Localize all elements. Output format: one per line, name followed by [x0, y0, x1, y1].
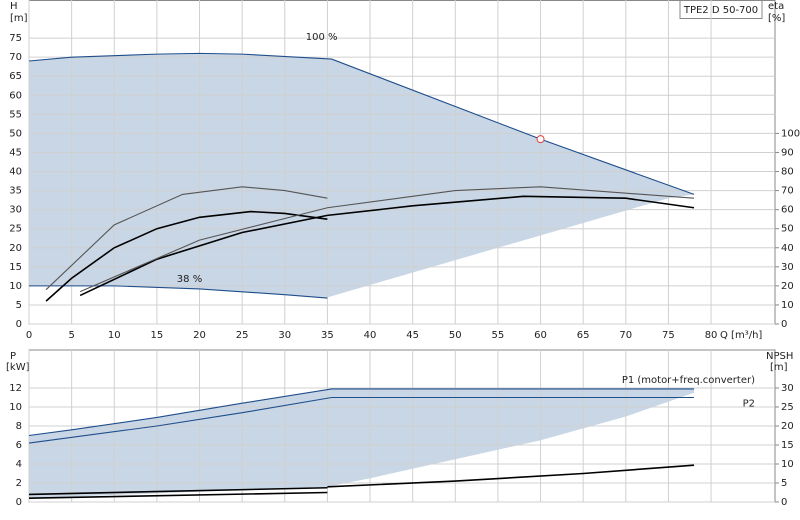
y-tick-label: 5 [16, 300, 22, 311]
y2-tick-label: 70 [781, 186, 794, 197]
curve [327, 464, 695, 488]
y-label: P [10, 351, 16, 362]
y2-tick-label: 30 [781, 383, 794, 394]
y-tick-label: 75 [9, 33, 22, 44]
x-tick-label: 30 [278, 330, 291, 341]
y-tick-label: 8 [16, 421, 22, 432]
y2-tick-label: 30 [781, 262, 794, 273]
x-tick-label: 65 [577, 330, 590, 341]
curve [79, 186, 695, 293]
y-tick-label: 10 [9, 402, 22, 413]
x-tick-label: 60 [534, 330, 547, 341]
x-tick-label: 20 [193, 330, 206, 341]
y2-tick-label: 100 [781, 128, 800, 139]
y-tick-label: 10 [9, 281, 22, 292]
y2-tick-label: 80 [781, 167, 794, 178]
y2-unit: [m] [770, 362, 788, 373]
curve [79, 195, 695, 297]
x-tick-label: 35 [321, 330, 334, 341]
y2-tick-label: 10 [781, 300, 794, 311]
y-tick-label: 35 [9, 186, 22, 197]
y2-label: NPSH [766, 351, 793, 362]
curve [45, 210, 328, 302]
x-tick-label: 0 [26, 330, 32, 341]
x-tick-label: 5 [68, 330, 74, 341]
y-unit: [kW] [6, 362, 30, 373]
y2-tick-label: 40 [781, 243, 794, 254]
curve [45, 186, 328, 291]
y-tick-label: 55 [9, 109, 22, 120]
duty-point [536, 135, 545, 144]
y2-label: eta [768, 1, 784, 12]
y2-tick-label: 0 [781, 497, 787, 508]
curve [28, 486, 328, 496]
x-tick-label: 15 [151, 330, 164, 341]
y-tick-label: 30 [9, 205, 22, 216]
y-tick-label: 0 [16, 497, 22, 508]
y-tick-label: 70 [9, 52, 22, 63]
label-layer: 0510152025303540455055606570750102030405… [9, 32, 800, 508]
x-tick-label: 80 [705, 330, 718, 341]
y2-tick-label: 20 [781, 281, 794, 292]
y-tick-label: 15 [9, 262, 22, 273]
series-label: P1 (motor+freq.converter) [622, 375, 755, 386]
y2-tick-label: 25 [781, 402, 794, 413]
y2-tick-label: 15 [781, 440, 794, 451]
grid-layer [28, 0, 779, 503]
series-label: 100 % [306, 32, 338, 43]
y-tick-label: 45 [9, 147, 22, 158]
curve-layer [28, 52, 695, 499]
y-tick-label: 20 [9, 243, 22, 254]
y2-tick-label: 20 [781, 421, 794, 432]
x-tick-label: 50 [449, 330, 462, 341]
y-tick-label: 6 [16, 440, 22, 451]
x-tick-label: 55 [492, 330, 505, 341]
y-tick-label: 65 [9, 71, 22, 82]
y-tick-label: 25 [9, 224, 22, 235]
curve [28, 396, 695, 444]
x-tick-label: 10 [108, 330, 121, 341]
curve [28, 52, 695, 195]
y2-tick-label: 60 [781, 205, 794, 216]
x-tick-label: 25 [236, 330, 249, 341]
y2-tick-label: 0 [781, 319, 787, 330]
y2-tick-label: 5 [781, 478, 787, 489]
x-tick-label: 70 [619, 330, 632, 341]
y2-unit: [%] [768, 13, 785, 24]
y-unit: [m] [10, 13, 28, 24]
y2-tick-label: 50 [781, 224, 794, 235]
y-tick-label: 4 [16, 459, 22, 470]
x-tick-label: 75 [662, 330, 675, 341]
legend-box [679, 0, 763, 19]
curve [28, 491, 328, 499]
y-tick-label: 60 [9, 90, 22, 101]
y-tick-label: 40 [9, 167, 22, 178]
x-label: Q [m³/h] [720, 330, 762, 341]
series-label: P2 [743, 399, 755, 410]
chart-title: TPE2 D 50-700 [683, 5, 758, 16]
series-label: 38 % [177, 274, 202, 285]
y-tick-label: 50 [9, 128, 22, 139]
x-tick-label: 40 [364, 330, 377, 341]
y-label: H [10, 1, 18, 12]
y2-tick-label: 90 [781, 147, 794, 158]
y-tick-label: 0 [16, 319, 22, 330]
y-tick-label: 12 [9, 383, 22, 394]
operating-range [29, 388, 695, 499]
x-tick-label: 45 [406, 330, 419, 341]
y-tick-label: 2 [16, 478, 22, 489]
curve [29, 285, 328, 299]
y2-tick-label: 10 [781, 459, 794, 470]
curve [28, 388, 695, 437]
